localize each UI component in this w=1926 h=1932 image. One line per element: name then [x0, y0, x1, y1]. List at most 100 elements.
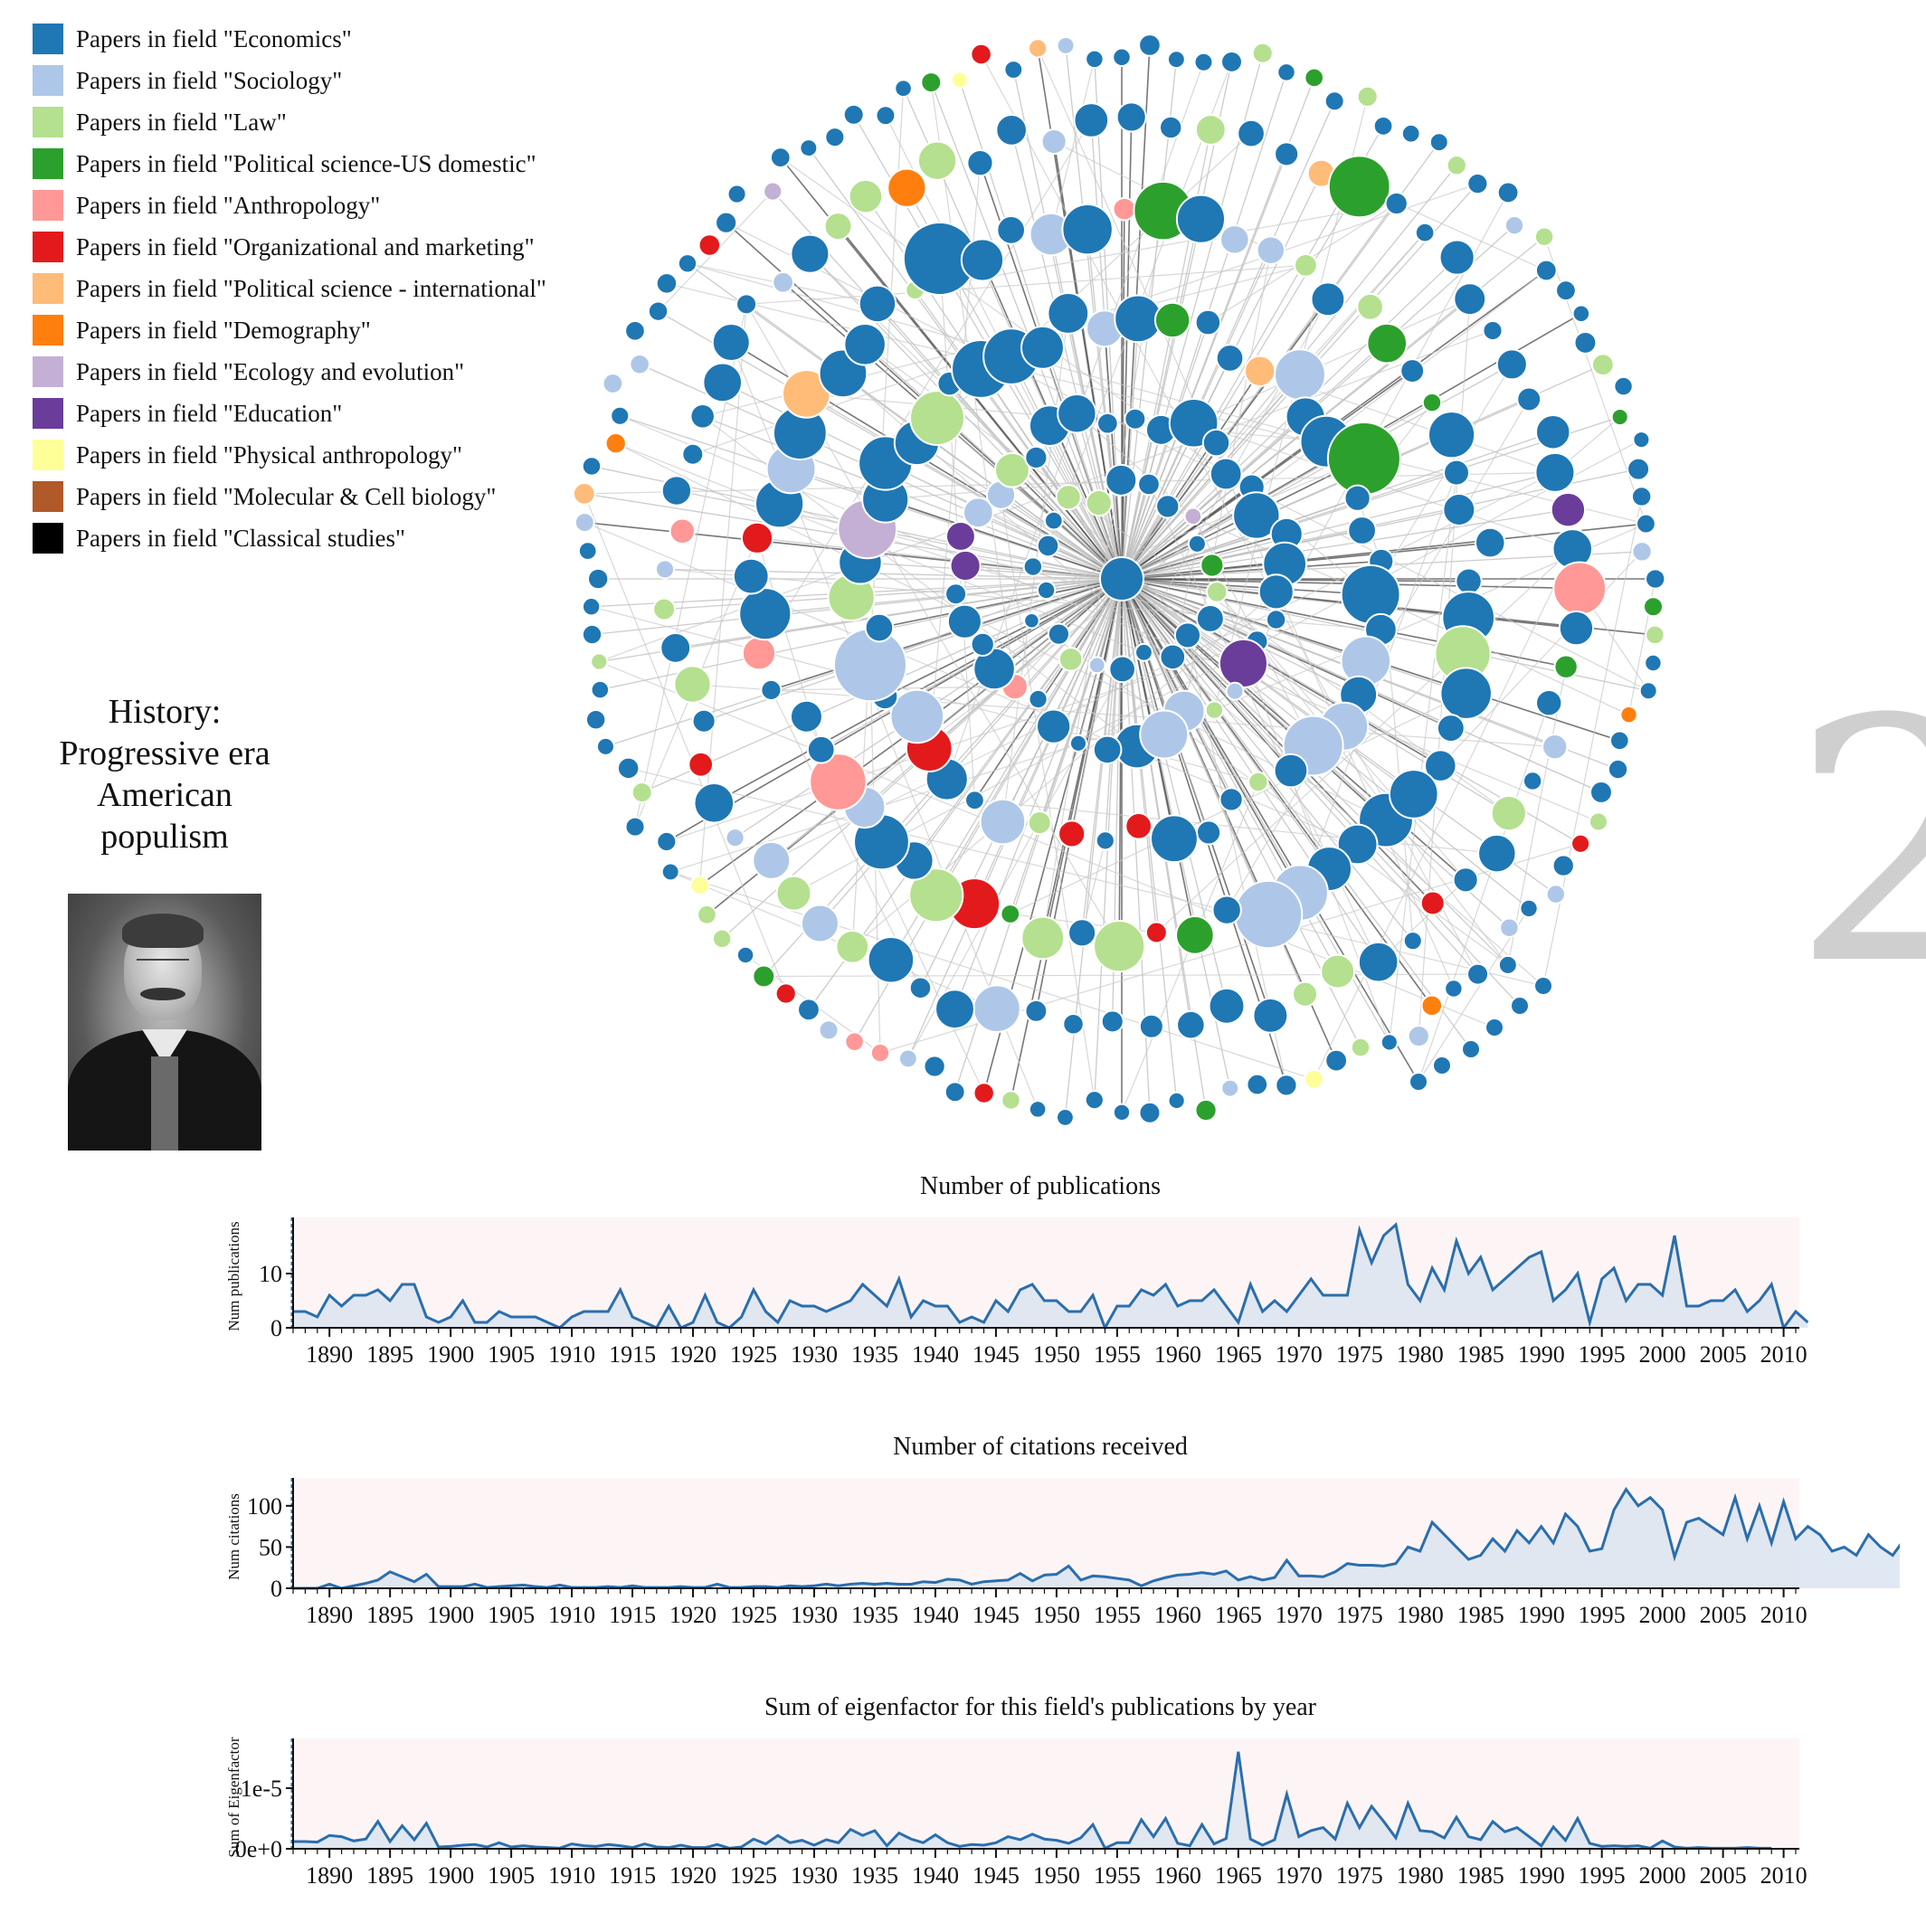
network-node[interactable] [1020, 915, 1066, 961]
network-node[interactable] [1176, 1009, 1206, 1040]
network-node[interactable] [1035, 708, 1072, 744]
network-node[interactable] [1084, 1090, 1105, 1111]
network-node[interactable] [1356, 292, 1384, 321]
network-node[interactable] [1187, 534, 1207, 554]
network-nodes[interactable] [572, 33, 1666, 1127]
network-node[interactable] [1112, 1103, 1132, 1122]
network-node[interactable] [1195, 819, 1222, 846]
network-node[interactable] [1534, 259, 1558, 282]
network-node[interactable] [1610, 408, 1629, 427]
network-node[interactable] [1195, 603, 1225, 633]
network-node[interactable] [1020, 325, 1065, 370]
network-node[interactable] [1215, 344, 1245, 373]
network-node[interactable] [610, 405, 631, 426]
network-node[interactable] [1438, 239, 1475, 276]
network-node[interactable] [1095, 830, 1115, 851]
network-node[interactable] [1324, 90, 1345, 112]
network-node[interactable] [963, 497, 994, 529]
network-node[interactable] [1150, 814, 1199, 864]
network-node[interactable] [1608, 730, 1630, 752]
network-node[interactable] [738, 587, 792, 641]
network-node[interactable] [843, 323, 887, 366]
network-node[interactable] [711, 928, 733, 950]
network-node[interactable] [1274, 348, 1326, 402]
network-node[interactable] [800, 904, 840, 943]
network-node[interactable] [1497, 954, 1518, 975]
network-node[interactable] [1040, 128, 1067, 156]
network-node[interactable] [1644, 653, 1663, 673]
network-node[interactable] [1414, 222, 1436, 243]
network-node[interactable] [1428, 132, 1449, 153]
network-node[interactable] [1516, 386, 1542, 412]
network-node[interactable] [1340, 564, 1401, 625]
network-node[interactable] [844, 1031, 865, 1052]
network-node[interactable] [789, 699, 823, 734]
network-node[interactable] [1112, 47, 1132, 68]
network-center-node[interactable] [1099, 556, 1144, 601]
network-node[interactable] [1219, 224, 1250, 255]
network-node[interactable] [774, 982, 797, 1005]
network-node[interactable] [772, 270, 794, 294]
network-node[interactable] [1627, 457, 1651, 481]
network-node[interactable] [1024, 999, 1048, 1023]
network-node[interactable] [1115, 101, 1147, 133]
network-node[interactable] [1022, 556, 1044, 577]
network-node[interactable] [697, 904, 717, 925]
network-node[interactable] [1003, 60, 1024, 80]
network-node[interactable] [1024, 445, 1048, 469]
network-node[interactable] [1124, 407, 1147, 431]
network-node[interactable] [1485, 1018, 1504, 1037]
network-node[interactable] [1105, 463, 1138, 497]
network-node[interactable] [1552, 561, 1608, 616]
network-node[interactable] [1001, 1090, 1021, 1111]
network-node[interactable] [1108, 655, 1136, 684]
network-node[interactable] [1534, 451, 1576, 493]
network-node[interactable] [1085, 489, 1113, 517]
network-node[interactable] [1571, 304, 1591, 324]
network-node[interactable] [1474, 526, 1506, 559]
network-node[interactable] [655, 272, 678, 295]
network-node[interactable] [735, 945, 755, 965]
network-node[interactable] [656, 830, 678, 853]
network-node[interactable] [1028, 688, 1048, 710]
network-node[interactable] [1225, 681, 1245, 701]
network-node[interactable] [824, 127, 846, 148]
network-node[interactable] [1327, 155, 1391, 219]
network-node[interactable] [1139, 709, 1190, 760]
network-node[interactable] [1138, 1013, 1164, 1039]
network-node[interactable] [1461, 1039, 1481, 1059]
network-node[interactable] [908, 976, 933, 999]
network-node[interactable] [995, 114, 1028, 147]
network-node[interactable] [1073, 102, 1110, 138]
network-node[interactable] [584, 709, 607, 731]
network-node[interactable] [631, 781, 653, 804]
network-node[interactable] [775, 875, 812, 912]
network-node[interactable] [909, 390, 965, 447]
network-node[interactable] [1256, 235, 1286, 265]
network-node[interactable] [1137, 472, 1161, 497]
network-node[interactable] [1027, 810, 1052, 836]
network-node[interactable] [741, 636, 777, 671]
network-node[interactable] [1304, 1068, 1324, 1090]
network-node[interactable] [1504, 215, 1525, 236]
network-node[interactable] [1153, 301, 1191, 339]
network-node[interactable] [697, 233, 722, 257]
network-node[interactable] [894, 79, 913, 99]
network-node[interactable] [1058, 647, 1084, 672]
network-node[interactable] [1204, 700, 1225, 720]
network-node[interactable] [864, 612, 895, 643]
network-node[interactable] [1380, 1033, 1399, 1052]
network-node[interactable] [1134, 642, 1153, 662]
network-node[interactable] [806, 734, 836, 764]
network-node[interactable] [1542, 734, 1569, 761]
network-node[interactable] [1211, 895, 1242, 925]
network-node[interactable] [1545, 884, 1567, 904]
network-node[interactable] [1047, 292, 1090, 335]
network-node[interactable] [1645, 624, 1665, 646]
network-node[interactable] [1085, 49, 1105, 70]
network-node[interactable] [897, 1048, 918, 1069]
network-node[interactable] [887, 167, 927, 208]
network-node[interactable] [581, 623, 603, 646]
network-node[interactable] [1159, 643, 1187, 671]
network-node[interactable] [1326, 421, 1401, 497]
